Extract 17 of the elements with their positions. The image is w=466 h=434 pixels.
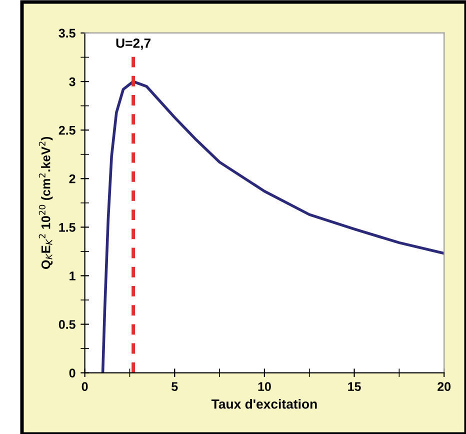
y-tick-label: 1.5 bbox=[59, 223, 76, 232]
x-tick-label: 20 bbox=[438, 382, 451, 392]
x-tick-label: 0 bbox=[82, 382, 88, 392]
x-tick-label: 15 bbox=[348, 382, 361, 392]
y-tick-label: 1 bbox=[70, 272, 76, 280]
line-series bbox=[101, 80, 444, 373]
y-tick-label: 2.5 bbox=[58, 126, 76, 135]
y-tick-label: 0.5 bbox=[58, 320, 76, 329]
y-tick-label: 2 bbox=[69, 174, 76, 184]
x-axis-title: Taux d'excitation bbox=[211, 399, 317, 409]
y-tick-label: 3.5 bbox=[58, 28, 76, 38]
text: Q$_{K}$E$_{K}$$^{2}$ 10$^{20}$ (cm$^{2}$.keV$^{2}$) bbox=[38, 136, 53, 269]
x-tick-label: 5 bbox=[172, 382, 178, 392]
y-tick-label: 3 bbox=[69, 77, 76, 86]
ref-line-label: U=2,7 bbox=[116, 38, 151, 50]
y-tick-label: 0 bbox=[69, 368, 76, 378]
x-tick-label: 10 bbox=[258, 382, 271, 392]
